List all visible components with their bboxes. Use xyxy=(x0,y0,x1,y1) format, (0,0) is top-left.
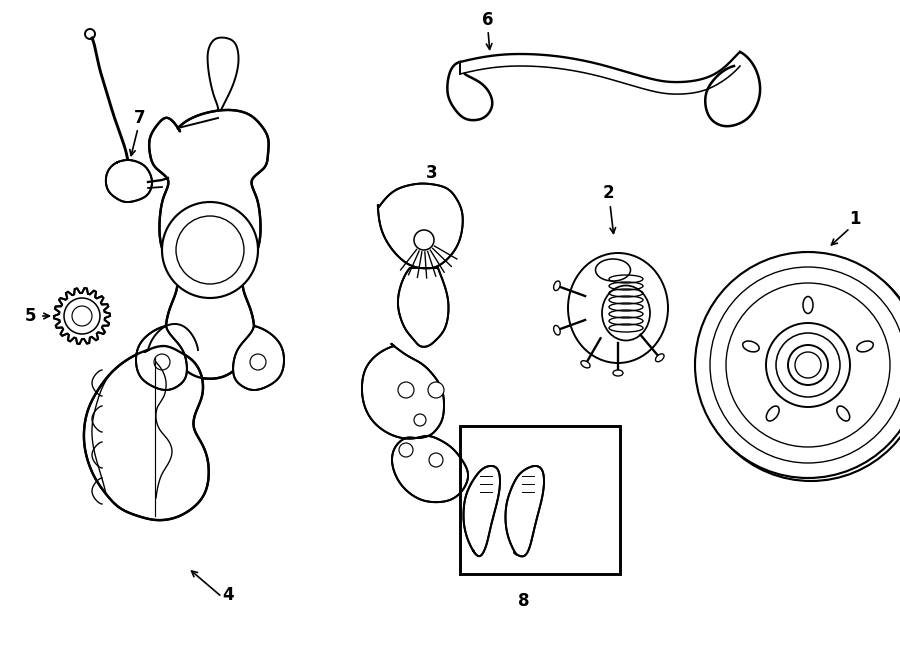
Polygon shape xyxy=(106,160,152,202)
Polygon shape xyxy=(54,288,110,344)
Ellipse shape xyxy=(613,370,623,376)
Ellipse shape xyxy=(655,354,664,362)
Text: 1: 1 xyxy=(850,210,860,228)
Circle shape xyxy=(414,230,434,250)
Ellipse shape xyxy=(602,286,650,340)
Polygon shape xyxy=(506,466,544,557)
Ellipse shape xyxy=(766,406,779,421)
Polygon shape xyxy=(208,38,238,120)
Circle shape xyxy=(428,382,444,398)
Polygon shape xyxy=(464,466,500,556)
Polygon shape xyxy=(378,184,463,268)
Circle shape xyxy=(414,414,426,426)
Text: 6: 6 xyxy=(482,11,494,29)
Text: 8: 8 xyxy=(518,592,530,610)
Polygon shape xyxy=(233,325,284,390)
Circle shape xyxy=(399,443,413,457)
Text: 5: 5 xyxy=(24,307,36,325)
Ellipse shape xyxy=(837,406,850,421)
Bar xyxy=(460,426,620,574)
Ellipse shape xyxy=(857,341,873,352)
Ellipse shape xyxy=(580,361,590,368)
Circle shape xyxy=(162,202,258,298)
Circle shape xyxy=(695,252,900,478)
Ellipse shape xyxy=(742,341,760,352)
Text: 2: 2 xyxy=(602,184,614,202)
Text: 4: 4 xyxy=(222,586,234,604)
Circle shape xyxy=(429,453,443,467)
Circle shape xyxy=(398,382,414,398)
Ellipse shape xyxy=(803,297,813,313)
Text: 7: 7 xyxy=(134,109,146,127)
Text: 3: 3 xyxy=(427,164,437,182)
Polygon shape xyxy=(362,344,468,502)
Polygon shape xyxy=(149,110,269,379)
Ellipse shape xyxy=(554,281,560,291)
Ellipse shape xyxy=(568,253,668,363)
Polygon shape xyxy=(398,268,448,347)
Polygon shape xyxy=(136,325,187,390)
Polygon shape xyxy=(84,346,209,520)
Ellipse shape xyxy=(554,325,560,335)
Ellipse shape xyxy=(596,259,631,281)
Circle shape xyxy=(698,255,900,481)
